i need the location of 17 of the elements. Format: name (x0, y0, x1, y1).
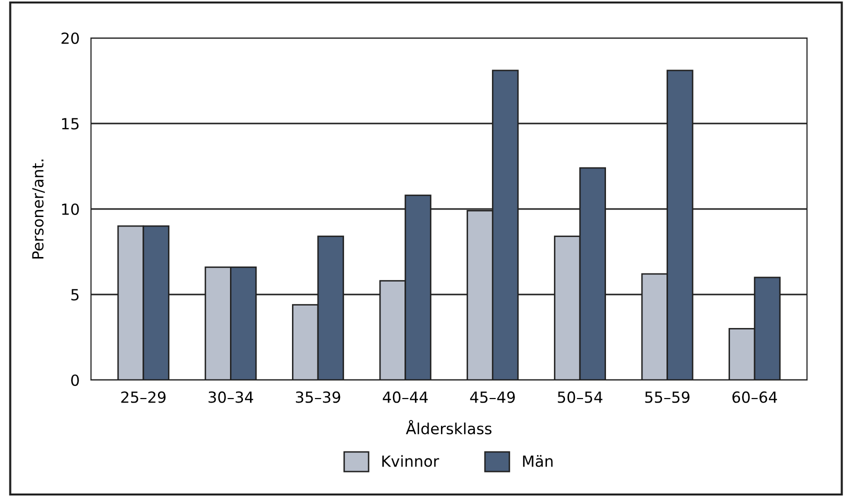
x-tick-label: 30–34 (208, 391, 254, 403)
y-tick-label: 5 (71, 289, 79, 301)
x-tick-label: 40–44 (382, 391, 428, 403)
y-tick-label: 0 (71, 374, 79, 386)
y-tick-label: 10 (62, 203, 79, 216)
x-tick-label: 60–64 (732, 391, 778, 403)
x-tick-label: 25–29 (121, 391, 166, 403)
legend-label: Män (523, 455, 553, 467)
y-axis-title: Personer/ant. (32, 160, 45, 259)
x-axis-title: Åldersklass (406, 420, 492, 434)
legend-label: Kvinnor (382, 455, 440, 467)
y-tick-label: 15 (62, 118, 79, 130)
x-tick-label: 50–54 (558, 391, 602, 403)
x-tick-label: 35–39 (296, 391, 340, 403)
y-tick-label: 20 (62, 32, 79, 44)
x-tick-label: 55–59 (645, 391, 690, 403)
x-tick-label: 45–49 (470, 391, 515, 403)
